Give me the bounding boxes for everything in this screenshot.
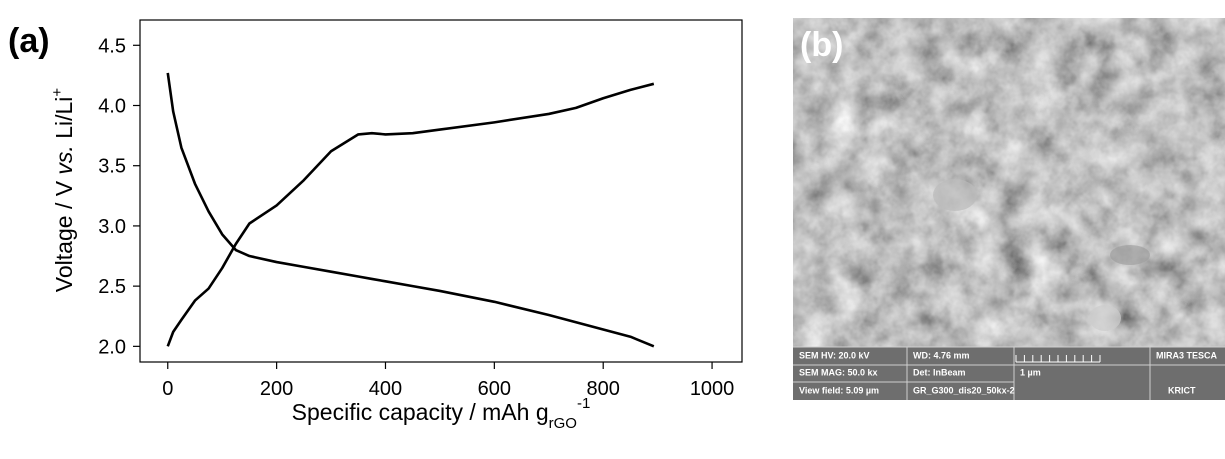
panel-label: (b) [800, 26, 843, 64]
x-tick-label: 1000 [690, 378, 735, 400]
y-tick-label: 4.5 [98, 35, 126, 57]
info-text: View field: 5.09 µm [799, 385, 879, 395]
x-axis-label: Specific capacity / mAh grGO-1 [292, 395, 591, 432]
y-tick-label: 3.0 [98, 216, 126, 238]
y-label-rest: Li/Li [51, 97, 77, 146]
info-text: SEM MAG: 50.0 kx [799, 367, 878, 377]
info-text: 1 µm [1020, 367, 1041, 377]
sem-image: SEM HV: 20.0 kV WD: 4.76 mm MIRA3 TESCA SEM… [793, 18, 1225, 400]
x-tick-label: 400 [369, 378, 402, 400]
info-text: Det: InBeam [913, 367, 966, 377]
info-text: SEM HV: 20.0 kV [799, 350, 870, 360]
plot-frame [139, 19, 743, 363]
y-label-italic: vs. [51, 145, 77, 174]
y-tick-label: 3.5 [98, 156, 126, 178]
info-bar [793, 347, 1225, 400]
info-text: GR_G300_dis20_50kx-2 [913, 385, 1015, 395]
y-label-sup: + [49, 88, 66, 97]
particle [1089, 305, 1121, 331]
y-label-text: Voltage / V [51, 175, 77, 293]
particle [1110, 245, 1150, 265]
y-tick-label: 4.0 [98, 96, 126, 118]
panel-label: (a) [8, 22, 50, 60]
x-label-text: Specific capacity / mAh g [292, 399, 549, 425]
y-axis-label: Voltage / V vs. Li/Li+ [49, 88, 77, 293]
x-tick-label: 800 [587, 378, 620, 400]
sem-texture [793, 18, 1225, 400]
info-text: KRICT [1168, 385, 1196, 395]
y-tick-label: 2.5 [98, 276, 126, 298]
voltage-curve [166, 72, 655, 348]
x-label-sub: rGO [549, 415, 577, 432]
y-tick-label: 2.0 [98, 336, 126, 358]
x-tick-label: 200 [260, 378, 293, 400]
x-tick-label: 600 [478, 378, 511, 400]
info-text: MIRA3 TESCA [1156, 350, 1218, 360]
x-label-sup: -1 [577, 395, 590, 412]
voltage-curve [166, 82, 655, 347]
particle [933, 179, 977, 211]
x-tick-label: 0 [162, 378, 173, 400]
info-text: WD: 4.76 mm [913, 350, 970, 360]
